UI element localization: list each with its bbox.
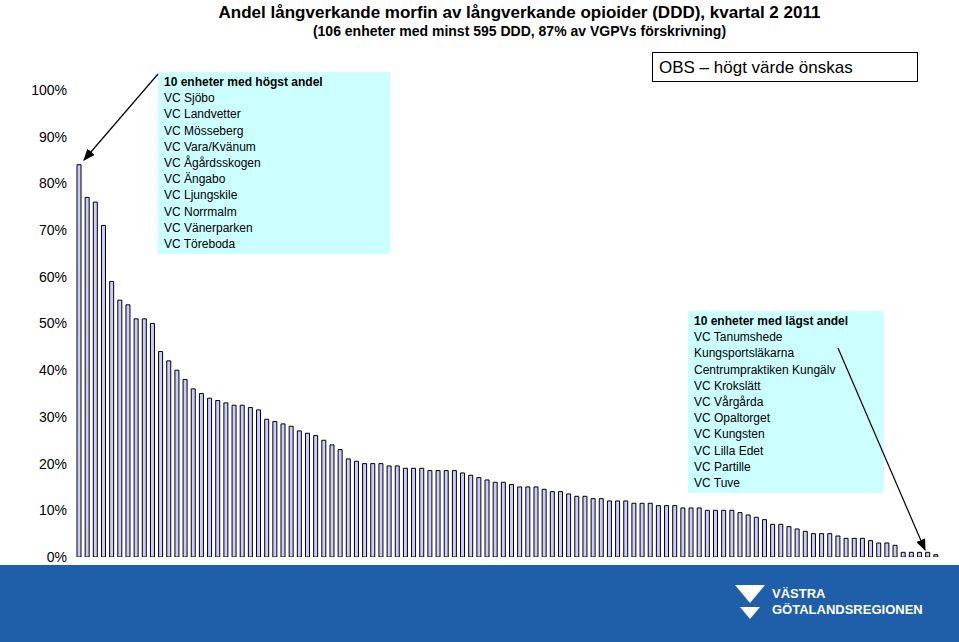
svg-text:VÄSTRA: VÄSTRA xyxy=(772,586,826,601)
html-text:VC Mösseberg: VC Mösseberg xyxy=(164,123,244,138)
svg-text:70%: 70% xyxy=(39,222,67,238)
html-text:10 enheter med högst andel: 10 enheter med högst andel xyxy=(164,75,323,89)
html-text:VC Norrmalm: VC Norrmalm xyxy=(164,204,237,219)
html-text:VC Töreboda: VC Töreboda xyxy=(164,237,236,251)
html-text:VC Landvetter: VC Landvetter xyxy=(164,107,241,122)
svg-text:90%: 90% xyxy=(39,129,67,145)
svg-text:30%: 30% xyxy=(39,409,67,425)
html-text:VC Tanumshede: VC Tanumshede xyxy=(694,330,783,345)
html-text:VC Vänerparken: VC Vänerparken xyxy=(164,220,253,235)
html-text:Centrumpraktiken Kungälv: Centrumpraktiken Kungälv xyxy=(694,362,836,377)
html-text:VC Tuve: VC Tuve xyxy=(694,476,740,490)
html-text:VC Lilla Edet: VC Lilla Edet xyxy=(694,443,764,458)
svg-text:80%: 80% xyxy=(39,175,67,191)
html-text:VC Ängabo: VC Ängabo xyxy=(164,172,226,187)
svg-text:60%: 60% xyxy=(39,269,67,285)
html-text:VC Vara/Kvänum: VC Vara/Kvänum xyxy=(164,139,256,154)
svg-text:100%: 100% xyxy=(31,82,67,98)
svg-text:40%: 40% xyxy=(39,362,67,378)
svg-text:20%: 20% xyxy=(39,456,67,472)
html-text:Andel långverkande morfin av l: Andel långverkande morfin av långverkand… xyxy=(218,3,821,22)
html-text:VC Ågårdsskogen: VC Ågårdsskogen xyxy=(164,156,261,170)
html-text:VC Opaltorget: VC Opaltorget xyxy=(694,411,770,426)
html-text:OBS – högt värde önskas: OBS – högt värde önskas xyxy=(659,58,853,77)
html-text:VC Vårgårda: VC Vårgårda xyxy=(694,395,764,409)
html-text:VC Sjöbo: VC Sjöbo xyxy=(164,91,215,106)
html-text:(106 enheter med minst 595 DDD: (106 enheter med minst 595 DDD, 87% av V… xyxy=(312,23,727,39)
html-text:Kungsportsläkarna: Kungsportsläkarna xyxy=(694,346,795,361)
html-text:10 enheter med lägst andel: 10 enheter med lägst andel xyxy=(694,314,849,328)
svg-text:0%: 0% xyxy=(47,549,67,565)
svg-text:10%: 10% xyxy=(39,502,67,518)
html-text:VC Krokslätt: VC Krokslätt xyxy=(694,378,761,393)
svg-text:GÖTALANDSREGIONEN: GÖTALANDSREGIONEN xyxy=(772,602,923,617)
html-text:VC Ljungskile: VC Ljungskile xyxy=(164,188,238,203)
html-text:VC Partille: VC Partille xyxy=(694,459,751,474)
svg-text:50%: 50% xyxy=(39,315,67,331)
html-text:VC Kungsten: VC Kungsten xyxy=(694,427,765,442)
